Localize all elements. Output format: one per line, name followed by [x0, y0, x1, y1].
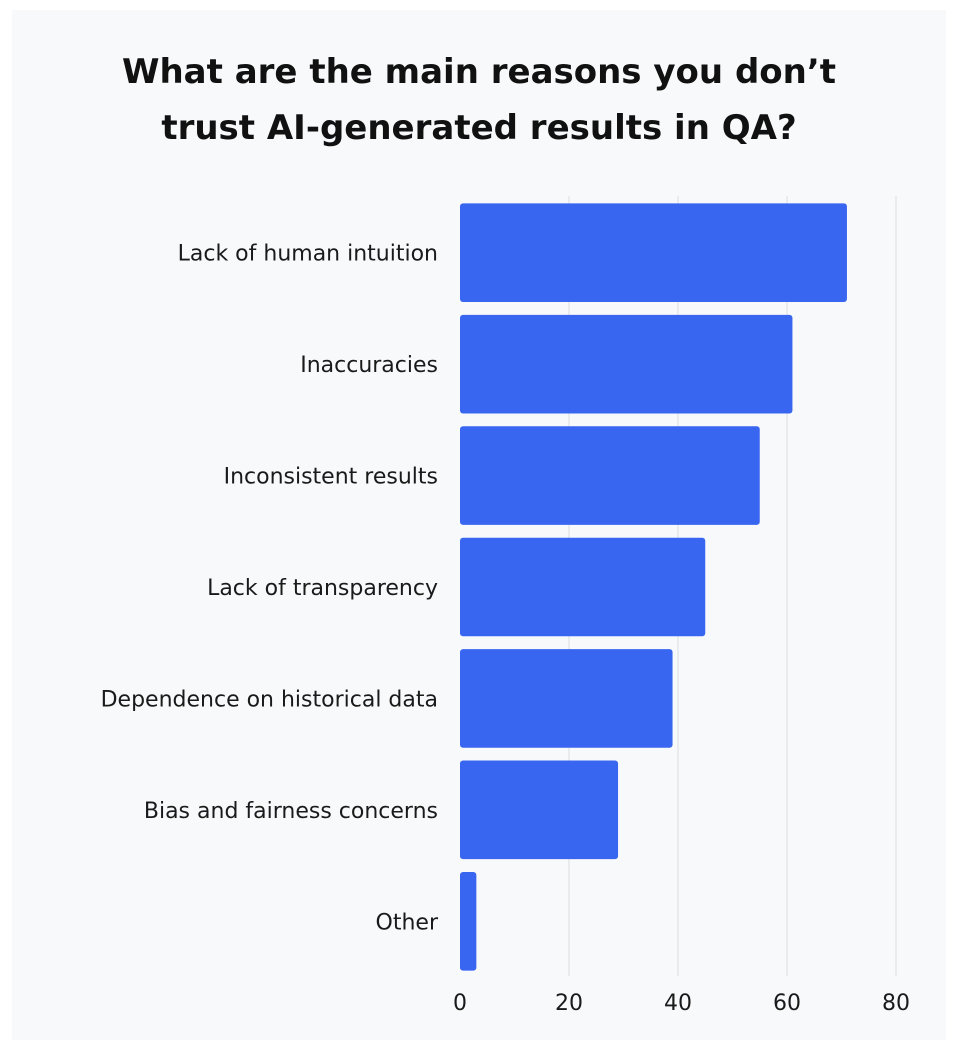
category-label-1: Inaccuracies	[300, 353, 438, 378]
category-label-4: Dependence on historical data	[101, 687, 438, 712]
category-label-5: Bias and fairness concerns	[144, 799, 438, 824]
bar-1	[460, 314, 793, 414]
category-label-2: Inconsistent results	[224, 465, 438, 490]
bar-5	[460, 760, 619, 860]
x-tick-label-40: 40	[664, 991, 692, 1016]
bar-3	[460, 537, 706, 637]
category-labels: Lack of human intuition Inaccuracies Incon…	[101, 242, 439, 936]
x-tick-labels: 0 20 40 60 80	[453, 991, 910, 1016]
category-label-6: Other	[376, 910, 439, 935]
x-tick-label-60: 60	[773, 991, 801, 1016]
chart-title: What are the main reasons you don’t trus…	[0, 44, 958, 156]
bar-4	[460, 649, 673, 748]
x-tick-label-0: 0	[453, 991, 467, 1016]
bar-6	[460, 871, 477, 971]
category-label-0: Lack of human intuition	[178, 242, 438, 267]
chart-card	[12, 10, 946, 1040]
x-tick-label-20: 20	[555, 991, 583, 1016]
chart-title-line-2: trust AI-generated results in QA?	[161, 108, 797, 148]
x-tick-label-80: 80	[882, 991, 910, 1016]
chart-title-line-1: What are the main reasons you don’t	[121, 52, 837, 92]
bars	[460, 203, 847, 971]
bar-0	[460, 203, 847, 303]
bar-2	[460, 426, 760, 525]
category-label-3: Lack of transparency	[207, 576, 438, 601]
